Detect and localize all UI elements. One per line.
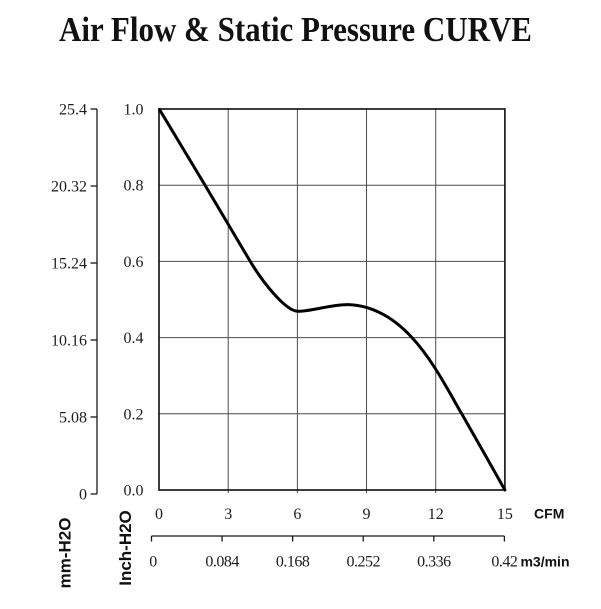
svg-text:0.168: 0.168	[276, 554, 310, 571]
svg-text:12: 12	[428, 506, 444, 523]
svg-text:6: 6	[293, 506, 301, 523]
svg-text:25.4: 25.4	[59, 102, 87, 119]
svg-text:0.252: 0.252	[346, 554, 380, 571]
svg-text:0.42: 0.42	[491, 554, 518, 571]
svg-text:1.0: 1.0	[124, 102, 144, 119]
svg-text:10.16: 10.16	[51, 333, 87, 350]
svg-text:Inch-H2O: Inch-H2O	[116, 510, 135, 586]
svg-text:5.08: 5.08	[59, 410, 87, 427]
svg-text:0: 0	[149, 554, 157, 571]
svg-text:0: 0	[79, 487, 87, 504]
svg-text:0: 0	[155, 506, 163, 523]
svg-text:15: 15	[497, 506, 513, 523]
svg-text:0.2: 0.2	[124, 406, 144, 423]
svg-text:3: 3	[224, 506, 232, 523]
svg-text:0.8: 0.8	[124, 178, 144, 195]
svg-text:CFM: CFM	[534, 506, 564, 522]
svg-text:m3/min: m3/min	[520, 554, 569, 570]
svg-text:15.24: 15.24	[51, 256, 87, 273]
svg-text:20.32: 20.32	[51, 179, 87, 196]
svg-text:0.336: 0.336	[417, 554, 451, 571]
svg-text:0.4: 0.4	[124, 330, 144, 347]
svg-text:0.084: 0.084	[205, 554, 239, 571]
svg-text:9: 9	[363, 506, 371, 523]
svg-text:0.6: 0.6	[124, 254, 144, 271]
svg-text:mm-H2O: mm-H2O	[56, 518, 75, 589]
svg-text:0.0: 0.0	[124, 483, 144, 500]
